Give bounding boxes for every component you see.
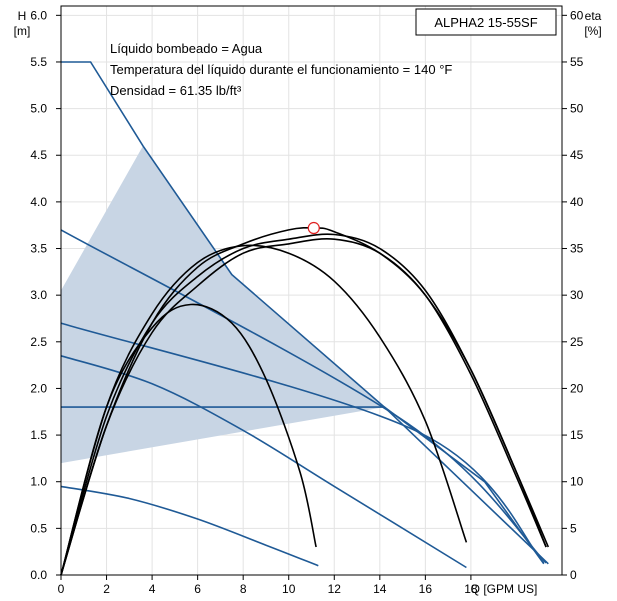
head-curve [61,61,549,565]
y-right-tick-label: 55 [570,55,584,69]
y-left-title-line2: [m] [14,24,31,38]
x-tick-label: 6 [194,582,201,596]
x-axis-title: Q [GPM US] [471,582,538,596]
y-right-title-line2: [%] [584,24,601,38]
y-right-tick-label: 5 [570,521,577,535]
x-tick-label: 14 [373,582,387,596]
y-right-tick-label: 15 [570,428,584,442]
note-temperature: Temperatura del líquido durante el funci… [110,62,452,77]
y-right-tick-label: 60 [570,8,584,22]
y-left-tick-label: 2.5 [30,335,47,349]
x-tick-label: 12 [328,582,342,596]
y-left-tick-label: 1.5 [30,428,47,442]
y-left-title-line1: H [18,9,27,23]
y-right-tick-label: 0 [570,568,577,582]
head-curve [60,322,545,564]
x-tick-label: 16 [419,582,433,596]
y-left-tick-label: 6.0 [30,8,47,22]
x-tick-label: 0 [58,582,65,596]
y-left-tick-label: 4.0 [30,195,47,209]
y-right-title-line1: eta [585,9,602,23]
x-tick-label: 4 [149,582,156,596]
y-right-tick-label: 30 [570,288,584,302]
x-tick-label: 18 [464,582,478,596]
head-curves [60,61,549,569]
y-left-tick-label: 0.0 [30,568,47,582]
y-left-tick-label: 1.0 [30,475,47,489]
head-curve [60,485,319,567]
y-right-tick-label: 50 [570,102,584,116]
model-label-box [415,8,557,36]
y-right-tick-label: 25 [570,335,584,349]
y-left-tick-label: 2.0 [30,381,47,395]
y-right-tick-label: 10 [570,475,584,489]
operating-area [61,145,385,464]
y-left-tick-label: 4.5 [30,148,47,162]
y-right-tick-label: 40 [570,195,584,209]
x-tick-label: 8 [240,582,247,596]
model-label: ALPHA2 15-55SF [434,15,537,30]
x-tick-label: 10 [282,582,296,596]
y-left-tick-label: 3.5 [30,242,47,256]
efficiency-curve [60,303,317,576]
y-right-tick-label: 45 [570,148,584,162]
y-left-tick-label: 0.5 [30,521,47,535]
y-left-tick-label: 3.0 [30,288,47,302]
plot-frame [60,5,563,576]
y-right-tick-label: 35 [570,242,584,256]
operating-point-marker [307,221,320,235]
y-left-tick-label: 5.0 [30,102,47,116]
efficiency-curve [60,238,547,576]
y-right-tick-label: 20 [570,381,584,395]
y-left-tick-label: 5.5 [30,55,47,69]
note-liquid: Líquido bombeado = Agua [110,41,263,56]
x-tick-label: 2 [103,582,110,596]
operating-area-fill [61,145,385,464]
tick-labels: 0 2 4 6 8 10 12 14 16 18 0.0 0.5 1.0 1.5 2.0 2.5 3.0 3.5 4… [30,8,583,596]
head-curve [60,355,467,569]
note-density: Densidad = 61.35 lb/ft³ [110,83,242,98]
